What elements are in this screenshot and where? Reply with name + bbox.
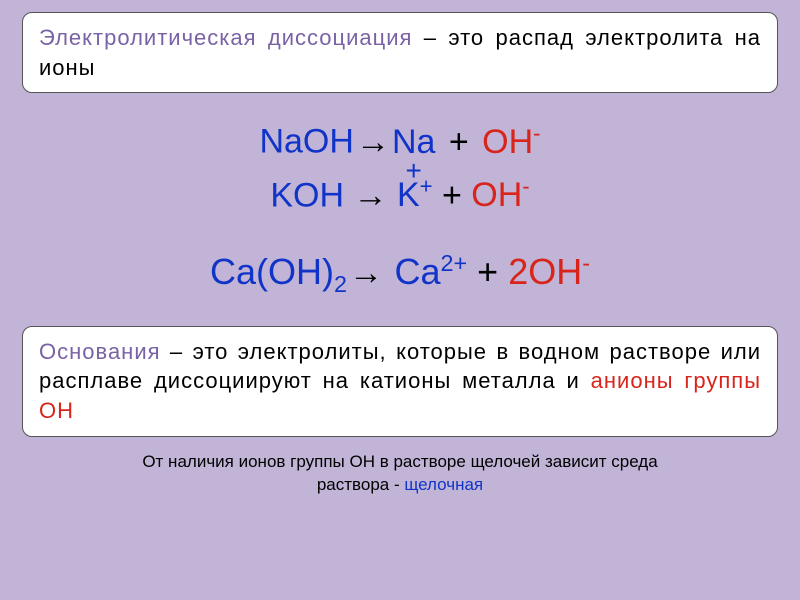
eq2-r2: OH- <box>471 176 529 214</box>
eq1-r1-charge: + <box>405 156 421 187</box>
eq1-r2: OH- <box>482 123 540 161</box>
equation-2: KOH → K+ + OH- <box>22 175 778 215</box>
slide: Электролитическая диссоциация – это расп… <box>0 0 800 600</box>
eq2-r2-sup: - <box>522 174 529 199</box>
eq1-r2-base: OH <box>482 123 533 161</box>
footer-line2a: раствора - <box>317 475 405 494</box>
eq3-r2: 2OH- <box>508 251 590 292</box>
footer-line2b: щелочная <box>404 475 483 494</box>
eq3-r2-base: OH <box>528 251 582 292</box>
eq3-arrow: → <box>347 254 394 292</box>
equation-3: Ca(OH)2→ Ca2+ + 2OH- <box>22 251 778 298</box>
eq3-lhs-base: Ca(OH) <box>210 251 334 292</box>
eq3-r1-base: Ca <box>394 251 440 292</box>
bottom-title: Основания <box>39 339 161 364</box>
eq1-r2-sup: - <box>533 120 540 145</box>
eq2-r2-base: OH <box>471 176 522 214</box>
definition-box-top: Электролитическая диссоциация – это расп… <box>22 12 778 93</box>
eq3-r1: Ca2+ <box>394 251 467 292</box>
eq3-lhs-sub: 2 <box>334 271 347 297</box>
top-title: Электролитическая диссоциация <box>39 25 412 50</box>
eq2-plus: + <box>433 176 472 214</box>
eq1-arrow: → <box>354 123 392 161</box>
eq3-r2-sup: - <box>582 250 590 276</box>
footer-text: От наличия ионов группы OH в растворе ще… <box>22 451 778 497</box>
eq3-lhs: Ca(OH)2 <box>210 251 347 292</box>
footer-line1: От наличия ионов группы OH в растворе ще… <box>142 452 657 471</box>
eq1-plus: + <box>435 123 482 161</box>
eq3-r2-coef: 2 <box>508 251 528 292</box>
equations-block: NaOH→Na+ + OH- KOH → K+ + OH- Ca(OH)2→ C… <box>22 121 778 297</box>
eq2-lhs: KOH <box>270 176 344 214</box>
eq3-plus: + <box>467 251 508 292</box>
definition-box-bottom: Основания – это электролиты, которые в в… <box>22 326 778 437</box>
eq3-r1-sup: 2+ <box>440 250 467 276</box>
eq1-lhs: NaOH <box>259 123 353 161</box>
equation-1: NaOH→Na+ + OH- <box>22 121 778 161</box>
eq2-arrow: → <box>344 176 397 214</box>
